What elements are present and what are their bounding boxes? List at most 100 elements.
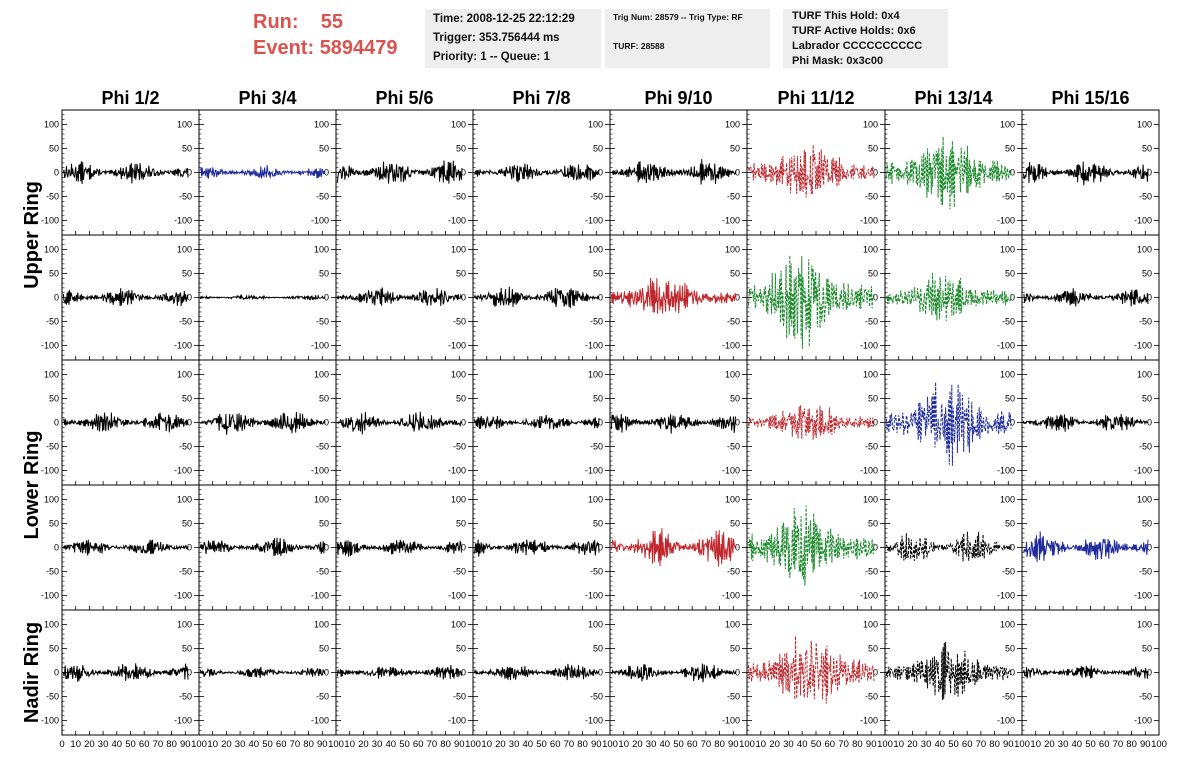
y-tick-label: 50 [182, 518, 192, 528]
y-tick-label: -50 [727, 692, 740, 702]
y-tick-label: 100 [44, 119, 59, 129]
column-header: Phi 3/4 [238, 88, 296, 108]
waveform-series [62, 663, 189, 682]
y-tick-label: -100 [1134, 466, 1152, 476]
y-tick-label: -100 [448, 716, 466, 726]
priority-line: Priority: 1 -- Queue: 1 [433, 51, 550, 63]
y-tick-label: -50 [453, 192, 466, 202]
y-tick-label: -50 [1002, 567, 1015, 577]
x-tick-label: 100 [602, 739, 618, 750]
waveform-series [336, 411, 463, 435]
x-tick-label: 0 [59, 739, 64, 750]
y-tick-label: 0 [1147, 543, 1152, 553]
waveform-series [473, 539, 600, 557]
x-tick-label: 80 [440, 739, 451, 750]
y-tick-label: 100 [1137, 244, 1152, 254]
y-tick-label: -50 [179, 442, 192, 452]
y-tick-label: -50 [727, 192, 740, 202]
x-tick-label: 80 [852, 739, 863, 750]
y-tick-label: 50 [730, 518, 740, 528]
y-tick-label: 100 [177, 494, 192, 504]
y-tick-label: 0 [324, 293, 329, 303]
x-tick-label: 30 [235, 739, 246, 750]
y-tick-label: -100 [860, 216, 878, 226]
waveform-series [610, 528, 737, 567]
y-tick-label: -50 [590, 317, 603, 327]
x-tick-label: 40 [1072, 739, 1083, 750]
waveform-series [473, 414, 600, 430]
y-tick-label: 50 [319, 143, 329, 153]
y-tick-label: -100 [722, 216, 740, 226]
waveform-series [747, 255, 875, 349]
y-tick-label: 0 [461, 543, 466, 553]
x-tick-label: 10 [344, 739, 355, 750]
y-tick-label: 100 [725, 494, 740, 504]
y-tick-label: 0 [1147, 293, 1152, 303]
y-tick-label: 100 [451, 494, 466, 504]
y-tick-label: 100 [177, 244, 192, 254]
y-tick-label: -100 [311, 716, 329, 726]
x-tick-label: 30 [98, 739, 109, 750]
y-tick-label: -50 [453, 442, 466, 452]
y-tick-label: 50 [319, 393, 329, 403]
waveform-series [610, 663, 737, 683]
x-tick-label: 60 [276, 739, 287, 750]
y-tick-label: -50 [46, 317, 59, 327]
y-tick-label: -50 [316, 692, 329, 702]
waveform-series [62, 161, 189, 185]
x-tick-label: 100 [877, 739, 893, 750]
waveform-series [1022, 665, 1149, 679]
waveform-series [885, 272, 1012, 322]
y-tick-label: -100 [311, 216, 329, 226]
y-tick-label: 50 [182, 143, 192, 153]
y-tick-label: 0 [324, 168, 329, 178]
y-tick-label: -50 [453, 567, 466, 577]
x-tick-label: 90 [866, 739, 877, 750]
y-tick-label: 0 [461, 168, 466, 178]
y-tick-label: -100 [722, 716, 740, 726]
y-tick-label: 100 [863, 244, 878, 254]
x-tick-label: 50 [399, 739, 410, 750]
y-tick-label: -50 [46, 692, 59, 702]
y-tick-label: 100 [588, 119, 603, 129]
y-tick-label: -50 [316, 317, 329, 327]
y-tick-label: 100 [863, 619, 878, 629]
ring-label: Upper Ring [21, 181, 43, 289]
x-tick-label: 40 [935, 739, 946, 750]
y-tick-label: -100 [311, 341, 329, 351]
y-tick-label: 0 [873, 543, 878, 553]
waveform-series [885, 136, 1012, 210]
y-tick-label: 100 [451, 369, 466, 379]
x-tick-label: 70 [701, 739, 712, 750]
y-tick-label: 50 [1005, 143, 1015, 153]
y-tick-label: 50 [456, 268, 466, 278]
column-header: Phi 11/12 [777, 88, 854, 108]
x-tick-label: 60 [139, 739, 150, 750]
x-tick-label: 10 [207, 739, 218, 750]
y-tick-label: 0 [187, 543, 192, 553]
x-tick-label: 70 [290, 739, 301, 750]
waveform-series [747, 405, 875, 440]
y-tick-label: 0 [187, 293, 192, 303]
x-tick-label: 10 [756, 739, 767, 750]
waveform-series [1022, 531, 1149, 563]
y-tick-label: 100 [314, 369, 329, 379]
x-tick-label: 70 [1113, 739, 1124, 750]
trig-info-box: Trig Num: 28579 -- Trig Type: RF TURF: 2… [605, 9, 770, 68]
y-tick-label: 50 [730, 143, 740, 153]
y-tick-label: 50 [868, 393, 878, 403]
y-tick-label: -100 [41, 216, 59, 226]
y-tick-label: -100 [1134, 591, 1152, 601]
waveform-series [200, 411, 326, 435]
y-tick-label: 50 [1142, 518, 1152, 528]
y-tick-label: -50 [1139, 567, 1152, 577]
y-tick-label: -50 [1002, 317, 1015, 327]
x-tick-label: 10 [70, 739, 81, 750]
y-tick-label: 50 [1005, 518, 1015, 528]
x-tick-label: 30 [783, 739, 794, 750]
y-tick-label: 50 [49, 518, 59, 528]
waveform-series [336, 539, 463, 557]
x-tick-label: 30 [646, 739, 657, 750]
y-tick-label: -50 [727, 442, 740, 452]
x-tick-label: 80 [989, 739, 1000, 750]
